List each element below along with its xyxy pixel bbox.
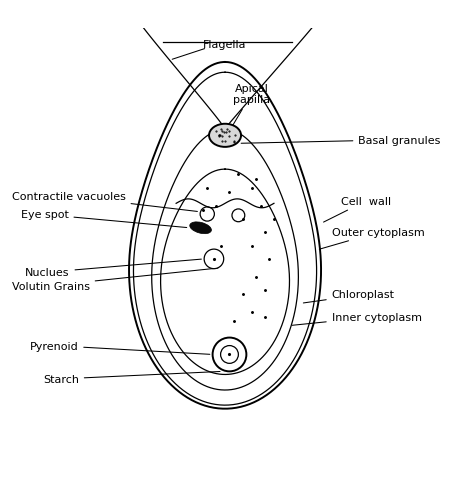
Circle shape xyxy=(221,346,238,364)
Text: Outer cytoplasm: Outer cytoplasm xyxy=(319,228,425,249)
Text: Chloroplast: Chloroplast xyxy=(303,290,395,303)
Circle shape xyxy=(204,249,224,269)
Text: Apical
papilla: Apical papilla xyxy=(231,84,270,129)
Text: Starch: Starch xyxy=(43,372,220,384)
Text: Basal granules: Basal granules xyxy=(241,135,441,145)
Text: Flagella: Flagella xyxy=(203,40,247,50)
Circle shape xyxy=(213,338,246,372)
Text: Eye spot: Eye spot xyxy=(21,210,187,228)
Text: Inner cytoplasm: Inner cytoplasm xyxy=(292,312,422,326)
Text: Nuclues: Nuclues xyxy=(25,260,201,278)
Text: Contractile vacuoles: Contractile vacuoles xyxy=(12,192,197,212)
Text: Cell  wall: Cell wall xyxy=(324,197,391,222)
Ellipse shape xyxy=(209,125,241,148)
Ellipse shape xyxy=(190,222,212,234)
Text: Volutin Grains: Volutin Grains xyxy=(12,269,218,291)
Text: Pyrenoid: Pyrenoid xyxy=(30,341,210,355)
